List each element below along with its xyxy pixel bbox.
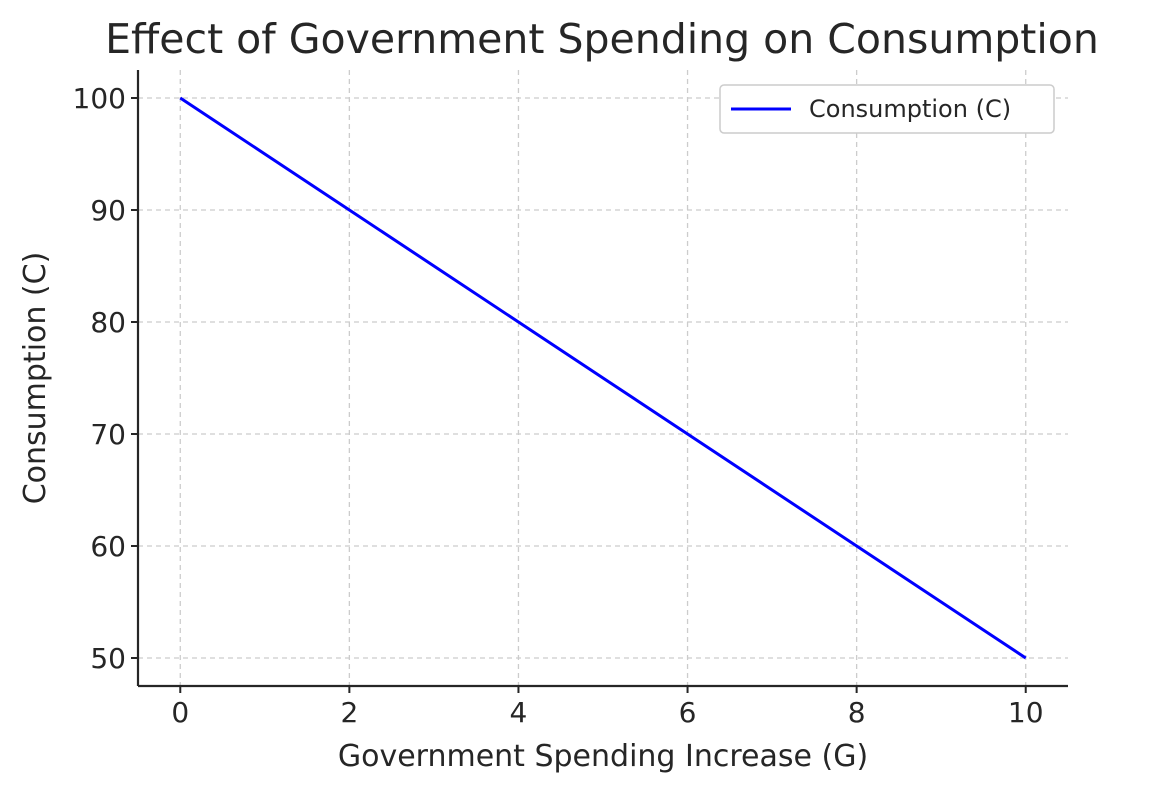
y-tick-label: 100 [73,82,126,115]
y-axis-ticks: 50 60 70 80 90 100 [73,82,138,675]
x-tick-label: 10 [1008,696,1044,729]
y-tick-label: 80 [90,306,126,339]
series-line [179,96,1027,660]
x-axis-label: Government Spending Increase (G) [338,739,868,774]
x-tick-label: 2 [340,696,358,729]
y-axis-label: Consumption (C) [18,252,53,505]
y-tick-label: 50 [90,642,126,675]
x-tick-label: 0 [171,696,189,729]
axes [136,70,1068,688]
x-axis-ticks: 0 2 4 6 8 10 [171,686,1044,729]
x-tick-label: 4 [510,696,528,729]
legend: Consumption (C) [719,84,1055,134]
y-tick-label: 60 [90,530,126,563]
legend-box [719,84,1055,134]
legend-label: Consumption (C) [809,95,1011,123]
series-layer [179,96,1027,660]
x-tick-label: 8 [848,696,866,729]
chart-title: Effect of Government Spending on Consump… [105,15,1099,63]
y-tick-label: 90 [90,194,126,227]
y-tick-label: 70 [90,418,126,451]
x-tick-label: 6 [679,696,697,729]
